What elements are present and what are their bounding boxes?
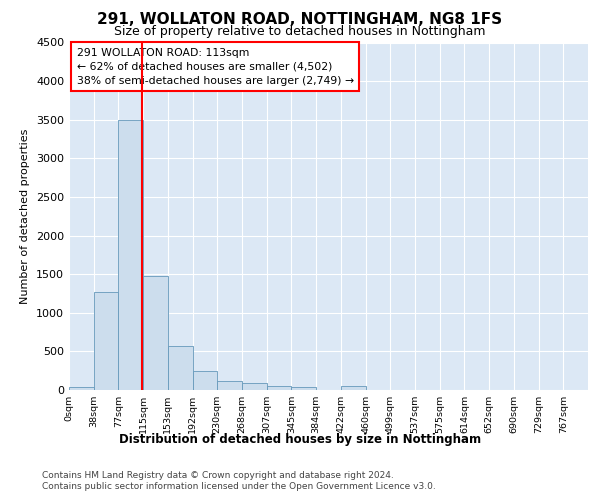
Text: 291 WOLLATON ROAD: 113sqm
← 62% of detached houses are smaller (4,502)
38% of se: 291 WOLLATON ROAD: 113sqm ← 62% of detac… [77,48,354,86]
Text: Size of property relative to detached houses in Nottingham: Size of property relative to detached ho… [114,25,486,38]
Bar [69,387,94,390]
Bar [94,292,118,390]
Text: Distribution of detached houses by size in Nottingham: Distribution of detached houses by size … [119,432,481,446]
Y-axis label: Number of detached properties: Number of detached properties [20,128,31,304]
Bar [193,372,217,390]
Text: 291, WOLLATON ROAD, NOTTINGHAM, NG8 1FS: 291, WOLLATON ROAD, NOTTINGHAM, NG8 1FS [97,12,503,28]
Bar [341,386,365,390]
Bar [168,346,193,390]
Bar [267,386,292,390]
Bar [143,276,168,390]
Bar [292,387,316,390]
Bar [118,120,143,390]
Text: Contains HM Land Registry data © Crown copyright and database right 2024.: Contains HM Land Registry data © Crown c… [42,471,394,480]
Text: Contains public sector information licensed under the Open Government Licence v3: Contains public sector information licen… [42,482,436,491]
Bar [242,384,267,390]
Bar [217,380,242,390]
